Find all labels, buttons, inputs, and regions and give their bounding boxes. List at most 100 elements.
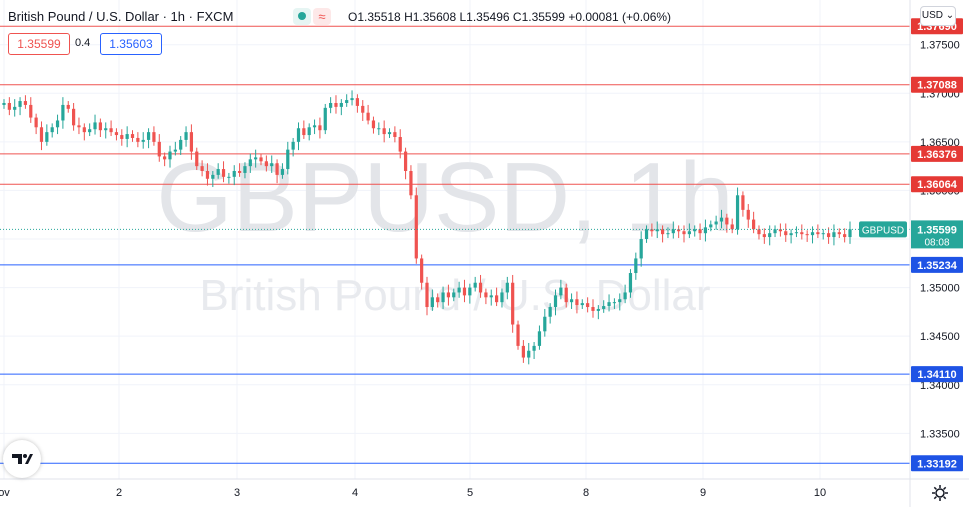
candle-body xyxy=(237,171,242,173)
candle-body xyxy=(34,117,38,128)
candle-body xyxy=(575,299,579,306)
candle-body xyxy=(227,176,231,178)
candle-body xyxy=(687,231,691,235)
grid-lines xyxy=(0,0,910,479)
time-tick-label: ov xyxy=(0,487,10,499)
support-level-label: 1.35234 xyxy=(917,260,958,272)
candle-body xyxy=(248,159,252,167)
settings-gear-icon[interactable] xyxy=(930,484,950,502)
candle-body xyxy=(205,171,210,179)
tradingview-logo-icon[interactable] xyxy=(3,440,41,478)
candle-body xyxy=(393,132,397,137)
symbol-tag-box xyxy=(859,221,907,238)
candle-body xyxy=(500,292,504,303)
currency-selector[interactable]: USD ⌄ xyxy=(920,6,956,26)
last-price-box xyxy=(911,220,963,249)
candle-body xyxy=(29,104,33,118)
candle-body xyxy=(254,157,258,160)
resistance-level-label-box xyxy=(911,145,963,162)
candle-body xyxy=(741,195,745,210)
price-tick-label: 1.33500 xyxy=(920,428,960,440)
candle-body xyxy=(77,125,81,128)
last-price-label: 1.35599 xyxy=(917,224,957,236)
candle-body xyxy=(462,287,467,296)
candle-body xyxy=(650,229,654,232)
close-value: 1.35599 xyxy=(521,10,565,24)
candle-body xyxy=(457,287,461,293)
candle-body xyxy=(805,234,809,236)
low-value: 1.35496 xyxy=(466,10,510,24)
candle-body xyxy=(125,134,129,139)
candle-body xyxy=(189,132,194,152)
buy-price-button[interactable]: 1.35603 xyxy=(100,33,162,55)
candle-body xyxy=(757,229,761,235)
candle-body xyxy=(553,295,558,308)
candle-body xyxy=(821,233,825,235)
candle-body xyxy=(216,169,220,175)
candle-body xyxy=(521,345,525,358)
candle-body xyxy=(296,128,301,142)
low-label: L xyxy=(459,10,467,24)
candle-body xyxy=(323,107,327,131)
candle-body xyxy=(120,135,124,139)
candle-body xyxy=(473,282,477,288)
time-tick-label: 10 xyxy=(814,487,826,499)
time-tick-label: 5 xyxy=(467,487,473,499)
candle-body xyxy=(639,239,643,259)
candle-body xyxy=(195,151,199,167)
candle-body xyxy=(2,102,6,105)
candle-body xyxy=(816,232,820,235)
candle-body xyxy=(387,132,392,135)
legend-buttons: ≈ xyxy=(293,8,333,25)
candle-body xyxy=(784,231,788,236)
candle-body xyxy=(361,105,365,113)
price-tick-label: 1.37500 xyxy=(920,40,960,52)
candle-body xyxy=(826,233,831,238)
candle-body xyxy=(409,171,413,196)
symbol-title[interactable]: British Pound / U.S. Dollar · 1h · FXCM xyxy=(8,9,234,24)
time-tick-label: 3 xyxy=(234,487,240,499)
candle-body xyxy=(677,229,681,232)
candle-body xyxy=(109,128,113,133)
candle-body xyxy=(484,292,488,298)
candle-body xyxy=(478,282,483,293)
candle-body xyxy=(329,102,333,108)
time-axis[interactable]: ov 2 3 4 5 8 9 10 xyxy=(0,487,826,499)
candle-body xyxy=(778,229,782,232)
candle-body xyxy=(264,161,268,167)
candle-body xyxy=(141,139,145,142)
candle-body xyxy=(773,229,777,234)
candle-body xyxy=(66,104,70,109)
candle-body xyxy=(628,273,633,293)
candle-body xyxy=(537,331,542,346)
candle-body xyxy=(548,307,552,317)
candle-body xyxy=(511,282,515,325)
candle-body xyxy=(72,108,76,126)
candle-body xyxy=(163,156,167,160)
support-level-label: 1.34110 xyxy=(917,369,956,381)
sell-price-button[interactable]: 1.35599 xyxy=(8,33,70,55)
indicator-dot-icon[interactable] xyxy=(293,8,311,25)
bar-countdown: 08:08 xyxy=(924,237,949,248)
currency-label: USD xyxy=(921,10,943,21)
candle-body xyxy=(18,101,22,107)
ohlc-values: O1.35518 H1.35608 L1.35496 C1.35599 +0.0… xyxy=(348,10,671,24)
candle-body xyxy=(810,232,815,236)
candle-body xyxy=(334,102,338,107)
candle-body xyxy=(414,195,418,259)
candle-body xyxy=(275,163,279,175)
candle-body xyxy=(157,141,161,157)
candle-body xyxy=(671,229,675,234)
high-value: 1.35608 xyxy=(412,10,457,24)
resistance-level-label: 1.36376 xyxy=(917,149,957,161)
candle-body xyxy=(837,232,841,235)
support-level-label-box xyxy=(911,256,963,273)
candle-body xyxy=(693,229,697,232)
candle-body xyxy=(377,128,381,130)
candle-body xyxy=(634,258,638,274)
change-value: +0.00081 (+0.06%) xyxy=(568,10,672,24)
horizontal-levels[interactable] xyxy=(0,25,910,464)
candle-body xyxy=(291,141,295,150)
wave-icon[interactable]: ≈ xyxy=(313,8,331,25)
